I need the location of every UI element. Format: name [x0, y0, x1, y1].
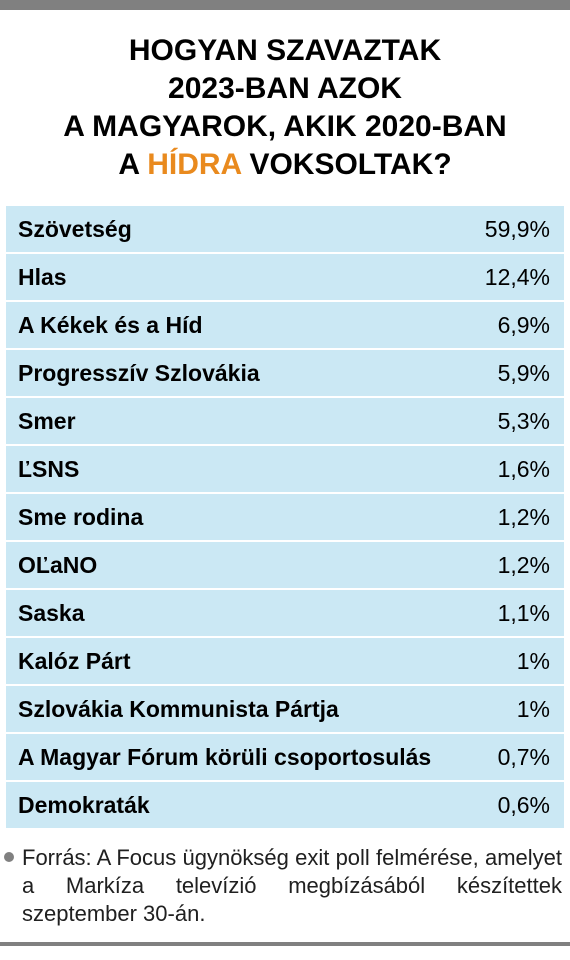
pct-value: 0,7%: [498, 744, 550, 771]
pct-value: 5,3%: [498, 408, 550, 435]
bullet-icon: [4, 852, 14, 862]
table-row: Saska1,1%: [6, 590, 564, 638]
pct-value: 5,9%: [498, 360, 550, 387]
table-row: ĽSNS1,6%: [6, 446, 564, 494]
party-label: OĽaNO: [18, 552, 498, 579]
infographic-container: HOGYAN SZAVAZTAK2023-BAN AZOKA MAGYAROK,…: [0, 0, 570, 946]
source-text: Forrás: A Focus ügynökség exit poll felm…: [22, 844, 562, 928]
party-label: Szövetség: [18, 216, 485, 243]
pct-value: 0,6%: [498, 792, 550, 819]
party-label: Saska: [18, 600, 498, 627]
party-label: Sme rodina: [18, 504, 498, 531]
party-label: Smer: [18, 408, 498, 435]
table-row: A Kékek és a Híd6,9%: [6, 302, 564, 350]
results-table: Szövetség59,9%Hlas12,4%A Kékek és a Híd6…: [0, 206, 570, 830]
table-row: Demokraták0,6%: [6, 782, 564, 830]
table-row: OĽaNO1,2%: [6, 542, 564, 590]
title: HOGYAN SZAVAZTAK2023-BAN AZOKA MAGYAROK,…: [24, 32, 546, 184]
party-label: Hlas: [18, 264, 485, 291]
party-label: A Magyar Fórum körüli csoportosulás: [18, 744, 498, 771]
party-label: Demokraták: [18, 792, 498, 819]
pct-value: 1,1%: [498, 600, 550, 627]
party-label: Kalóz Párt: [18, 648, 517, 675]
table-row: Smer5,3%: [6, 398, 564, 446]
pct-value: 12,4%: [485, 264, 550, 291]
pct-value: 59,9%: [485, 216, 550, 243]
highlight-word: HÍDRA: [147, 148, 241, 181]
pct-value: 1%: [517, 648, 550, 675]
party-label: Szlovákia Kommunista Pártja: [18, 696, 517, 723]
table-row: Szövetség59,9%: [6, 206, 564, 254]
pct-value: 1,6%: [498, 456, 550, 483]
pct-value: 6,9%: [498, 312, 550, 339]
pct-value: 1%: [517, 696, 550, 723]
bottom-stripe: [0, 942, 570, 946]
party-label: Progresszív Szlovákia: [18, 360, 498, 387]
table-row: Hlas12,4%: [6, 254, 564, 302]
table-row: A Magyar Fórum körüli csoportosulás0,7%: [6, 734, 564, 782]
top-stripe: [0, 0, 570, 10]
table-row: Sme rodina1,2%: [6, 494, 564, 542]
party-label: A Kékek és a Híd: [18, 312, 498, 339]
party-label: ĽSNS: [18, 456, 498, 483]
source-block: Forrás: A Focus ügynökség exit poll felm…: [0, 830, 570, 942]
pct-value: 1,2%: [498, 552, 550, 579]
table-row: Progresszív Szlovákia5,9%: [6, 350, 564, 398]
table-row: Kalóz Párt1%: [6, 638, 564, 686]
table-row: Szlovákia Kommunista Pártja1%: [6, 686, 564, 734]
pct-value: 1,2%: [498, 504, 550, 531]
